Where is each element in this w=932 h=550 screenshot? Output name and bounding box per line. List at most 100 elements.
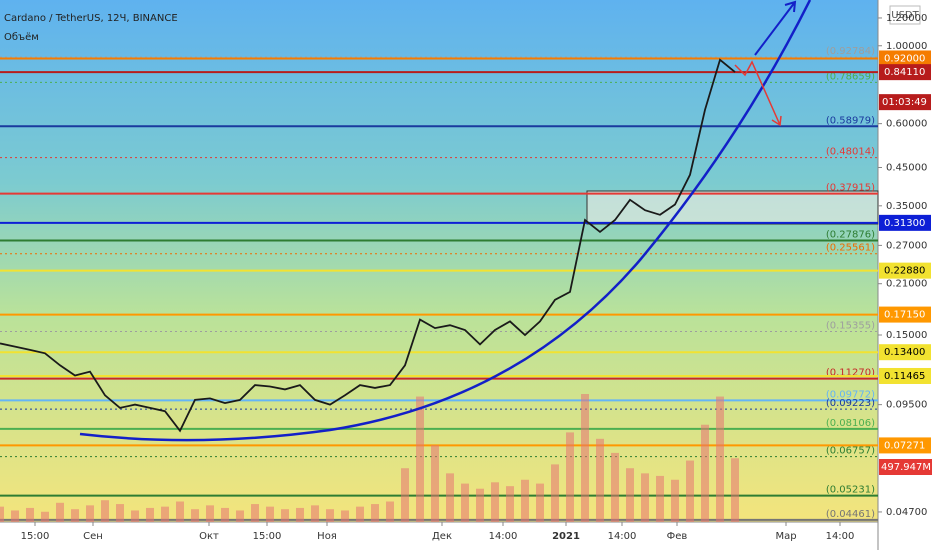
price-badge-label: 0.31300 xyxy=(884,218,925,229)
fib-label: (0.05231) xyxy=(826,485,875,496)
y-tick-label: 0.15000 xyxy=(886,330,927,341)
fib-label: (0.09772) xyxy=(826,389,875,400)
volume-bar xyxy=(371,504,379,522)
volume-bar xyxy=(311,505,319,522)
volume-bar xyxy=(221,507,229,522)
price-badge-label: 0.07271 xyxy=(884,440,925,451)
volume-bar xyxy=(266,506,274,522)
volume-bar xyxy=(131,510,139,522)
volume-bar xyxy=(551,464,559,522)
price-badge-label: 0.11465 xyxy=(884,371,925,382)
x-tick-label: Дек xyxy=(432,531,452,542)
fib-label: (0.58979) xyxy=(826,115,875,126)
y-tick-label: 0.60000 xyxy=(886,119,927,130)
volume-bar xyxy=(611,452,619,522)
price-badge xyxy=(879,262,931,279)
volume-bar xyxy=(71,509,79,522)
price-badge xyxy=(879,344,931,361)
volume-bar xyxy=(626,468,634,522)
volume-bar xyxy=(401,468,409,522)
fib-label: (0.48014) xyxy=(826,147,875,158)
volume-bar xyxy=(0,506,4,522)
fib-label: (0.11270) xyxy=(826,368,875,379)
countdown-badge xyxy=(879,94,931,111)
range-box xyxy=(586,190,879,225)
volume-bar xyxy=(56,502,64,522)
fib-label: (0.25561) xyxy=(826,243,875,254)
fib-label: (0.37915) xyxy=(826,183,875,194)
x-tick-label: 14:00 xyxy=(608,531,637,542)
price-badge-label: 0.17150 xyxy=(884,310,925,321)
volume-bar xyxy=(641,473,649,522)
fib-label: (0.06757) xyxy=(826,446,875,457)
volume-bar xyxy=(671,479,679,522)
fib-label: (0.78659) xyxy=(826,71,875,82)
volume-bar xyxy=(251,504,259,522)
currency[interactable]: USDT xyxy=(891,10,919,21)
volume-bar xyxy=(596,438,604,522)
volume-bar xyxy=(386,501,394,522)
arrow-down xyxy=(734,60,782,127)
volume-bar xyxy=(26,507,34,522)
price-badge-label: 0.13400 xyxy=(884,347,925,358)
volume-bar xyxy=(416,396,424,522)
volume-bar xyxy=(236,510,244,522)
volume-bar xyxy=(326,509,334,522)
y-tick-label: 0.45000 xyxy=(886,163,927,174)
volume-bar xyxy=(686,460,694,522)
trend-curve xyxy=(79,0,812,442)
volume-bar xyxy=(521,479,529,522)
volume-bar xyxy=(581,394,589,522)
volume-bar xyxy=(506,486,514,522)
volume-bar xyxy=(101,500,109,522)
volume-bar xyxy=(41,511,49,522)
price-badge xyxy=(879,64,931,81)
y-tick-label: 0.27000 xyxy=(886,240,927,251)
volume-bar xyxy=(116,504,124,522)
price-badge xyxy=(879,437,931,454)
volume-label: 497.947M xyxy=(881,462,931,473)
volume-bar xyxy=(356,506,364,522)
volume-badge xyxy=(879,459,932,475)
volume-title: Объём xyxy=(4,32,39,43)
plot-background xyxy=(0,0,878,522)
volume-bar xyxy=(281,509,289,522)
price-badge-label: 0.22880 xyxy=(884,266,925,277)
price-badge-label: 0.84110 xyxy=(884,67,925,78)
fib-label: (0.04461) xyxy=(826,509,875,520)
y-tick-label: 0.21000 xyxy=(886,279,927,290)
fib-label: (0.08106) xyxy=(826,418,875,429)
volume-bar xyxy=(86,505,94,522)
x-tick-label: 15:00 xyxy=(253,531,282,542)
x-tick-label: 15:00 xyxy=(21,531,50,542)
volume-bar xyxy=(731,458,739,522)
x-tick-label: Мар xyxy=(775,531,796,542)
x-tick-label: Окт xyxy=(199,531,219,542)
volume-bar xyxy=(341,510,349,522)
volume-bar xyxy=(146,507,154,522)
symbol-title: Cardano / TetherUS, 12Ч, BINANCE xyxy=(4,13,178,24)
x-tick-label: Ноя xyxy=(317,531,337,542)
fib-label: (0.15355) xyxy=(826,320,875,331)
currency-badge[interactable] xyxy=(889,5,921,25)
volume-bar xyxy=(656,475,664,522)
fib-label: (0.09223) xyxy=(826,398,875,409)
volume-bar xyxy=(206,505,214,522)
volume-bar xyxy=(11,510,19,522)
price-badge xyxy=(879,306,931,323)
volume-bar xyxy=(491,482,499,522)
price-line-series xyxy=(0,58,736,433)
y-tick-label: 1.00000 xyxy=(886,41,927,52)
x-tick-label: Сен xyxy=(83,531,103,542)
time-axis xyxy=(0,522,878,550)
y-tick-label: 0.35000 xyxy=(886,201,927,212)
volume-bar xyxy=(176,501,184,522)
volume-bar xyxy=(476,488,484,522)
fib-label: (0.92784) xyxy=(826,46,875,57)
price-badge-label: 0.92000 xyxy=(884,53,925,64)
volume-bar xyxy=(716,396,724,522)
y-tick-label: 1.20000 xyxy=(886,13,927,24)
x-tick-label: 14:00 xyxy=(826,531,855,542)
x-tick-label: 2021 xyxy=(552,531,580,542)
